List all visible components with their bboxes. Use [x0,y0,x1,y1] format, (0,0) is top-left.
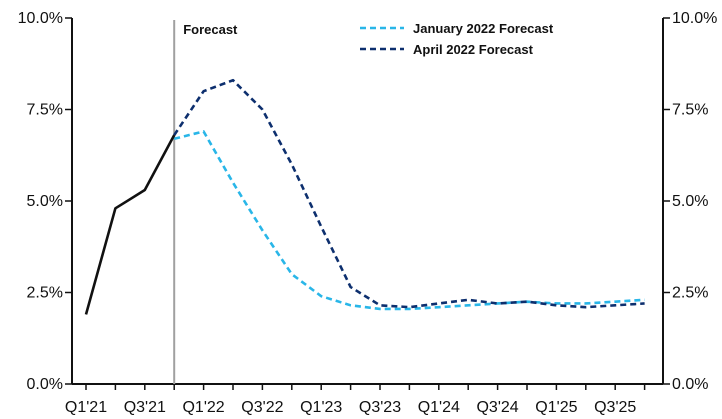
series-line-january [173,130,645,311]
y-tick-label-left: 0.0% [27,376,63,393]
x-tick-label: Q3'22 [241,399,283,416]
forecast-marker: Forecast [173,20,238,384]
axes [71,18,664,385]
y-tick-label-right: 10.0% [672,10,717,27]
y-tick-label-right: 2.5% [672,285,708,302]
x-tick-label: Q1'24 [418,399,460,416]
legend-label-january: January 2022 Forecast [413,21,554,36]
y-tick-label-left: 7.5% [27,102,63,119]
right-y-ticks: 0.0% 2.5% 5.0% 7.5% 10.0% [663,10,717,393]
x-tick-label: Q3'21 [124,399,166,416]
x-tick-label: Q1'21 [65,399,107,416]
y-tick-label-left: 5.0% [27,193,63,210]
series-layer [84,78,645,315]
x-tick-label: Q1'25 [535,399,577,416]
y-tick-label-right: 7.5% [672,102,708,119]
y-tick-label-right: 5.0% [672,193,708,210]
forecast-label: Forecast [183,22,238,37]
y-tick-label-left: 2.5% [27,285,63,302]
legend-item-january: January 2022 Forecast [360,21,554,36]
series-line-april [173,78,645,309]
x-tick-label: Q1'23 [300,399,342,416]
y-tick-label-left: 10.0% [18,10,63,27]
x-tick-label: Q3'25 [594,399,636,416]
actual-line [84,134,176,315]
left-y-ticks: 0.0% 2.5% 5.0% 7.5% 10.0% [18,10,72,393]
x-tick-label: Q3'24 [476,399,518,416]
x-ticks: Q1'21 Q3'21 Q1'22 Q3'22 Q1'23 Q3'23 Q1'24 Q3'24… [65,384,646,416]
legend-label-april: April 2022 Forecast [413,42,534,57]
y-tick-label-right: 0.0% [672,376,708,393]
x-tick-label: Q3'23 [359,399,401,416]
legend: January 2022 Forecast April 2022 Forecas… [360,21,554,57]
x-tick-label: Q1'22 [182,399,224,416]
legend-item-april: April 2022 Forecast [360,42,534,57]
